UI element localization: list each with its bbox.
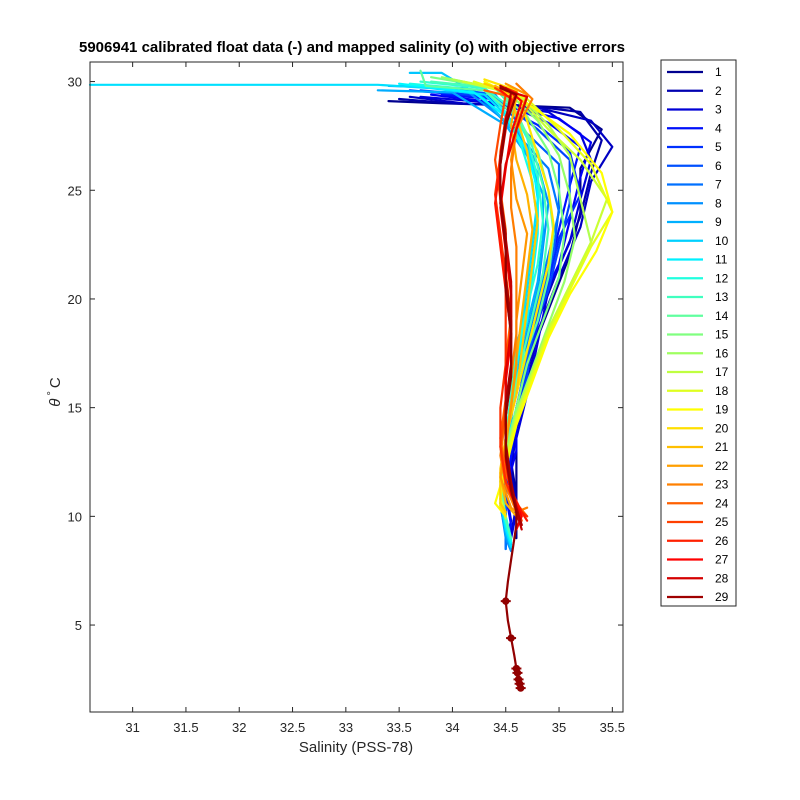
legend-label-29: 29 [715,590,729,604]
legend-label-9: 9 [715,215,722,229]
legend-label-4: 4 [715,121,722,135]
y-tick-label-5: 25 [68,183,82,198]
mapped-salinity-markers [500,597,526,692]
legend-label-7: 7 [715,178,722,192]
legend-label-20: 20 [715,421,729,435]
profile-line-39 [499,86,521,690]
mapped-point-7 [516,684,525,692]
x-tick-label-6: 33.5 [386,720,411,735]
legend-label-28: 28 [715,571,729,585]
x-axis-label: Salinity (PSS-78) [299,739,413,756]
chart-title: 5906941 calibrated float data (-) and ma… [79,39,625,56]
x-axis-ticks: 31 31.5 32 32.5 33 33.5 34 34.5 35 35.5 [125,62,625,735]
mapped-point-2 [507,634,515,642]
legend-label-13: 13 [715,290,729,304]
legend-label-5: 5 [715,140,722,154]
y-tick-label-1: 5 [75,618,82,633]
legend-label-12: 12 [715,271,729,285]
y-tick-label-4: 20 [68,292,82,307]
legend-label-27: 27 [715,553,729,567]
x-tick-label-8: 34.5 [493,720,518,735]
y-axis-label-degree: ° [46,391,58,395]
y-axis-label-symbol: θ [47,399,64,407]
legend-label-8: 8 [715,196,722,210]
legend-label-11: 11 [715,253,728,267]
legend-label-14: 14 [715,309,729,323]
legend-label-3: 3 [715,103,722,117]
legend-label-6: 6 [715,159,722,173]
series-layer [88,69,614,690]
legend-label-15: 15 [715,328,729,342]
legend-box [660,59,737,607]
x-tick-label-4: 32.5 [280,720,305,735]
x-tick-label-2: 31.5 [173,720,198,735]
x-tick-label-9: 35 [552,720,566,735]
legend-label-24: 24 [715,496,729,510]
plot-border [89,61,624,713]
legend-label-18: 18 [715,384,729,398]
legend-label-22: 22 [715,459,729,473]
y-tick-label-3: 15 [68,401,82,416]
legend-label-10: 10 [715,234,729,248]
mapped-point-4 [513,669,522,677]
y-axis-label-unit: C [47,377,64,388]
y-axis-label: θ ° C [46,377,64,407]
mapped-point-1 [502,597,510,605]
x-tick-label-10: 35.5 [600,720,625,735]
legend-label-2: 2 [715,84,722,98]
plot-area [90,62,623,712]
x-tick-label-3: 32 [232,720,246,735]
x-tick-label-7: 34 [445,720,459,735]
x-tick-label-5: 33 [339,720,353,735]
legend-label-17: 17 [715,365,729,379]
legend-label-21: 21 [715,440,729,454]
legend-label-25: 25 [715,515,729,529]
y-tick-label-6: 30 [68,75,82,90]
legend-label-19: 19 [715,403,729,417]
y-tick-label-2: 10 [68,509,82,524]
x-tick-label-1: 31 [125,720,139,735]
legend-label-23: 23 [715,478,729,492]
legend: 1234567891011121314151617181920212223242… [667,65,729,604]
y-axis-ticks: 5 10 15 20 25 30 [68,75,623,633]
legend-label-1: 1 [715,65,722,79]
legend-label-16: 16 [715,346,729,360]
legend-label-26: 26 [715,534,729,548]
